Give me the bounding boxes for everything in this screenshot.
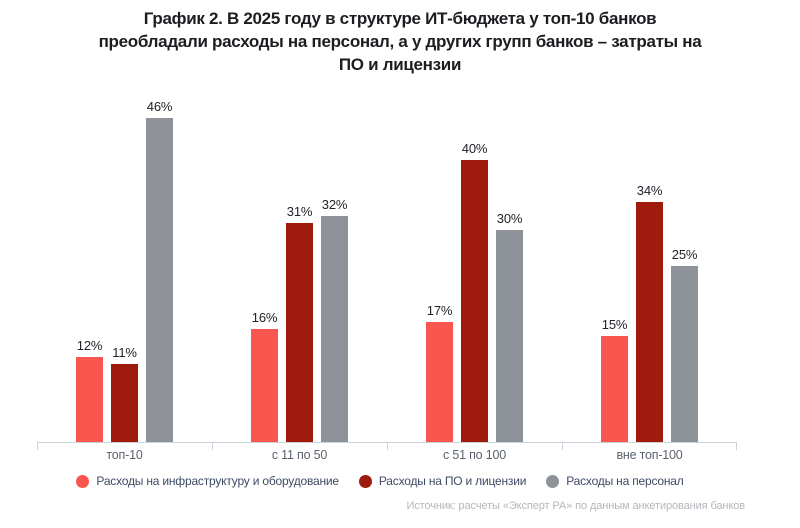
bar-value-label: 17% — [426, 303, 453, 318]
legend-dot-icon — [358, 474, 372, 488]
x-axis-label: с 11 по 50 — [271, 448, 328, 462]
chart-title-line-2: преобладали расходы на персонал, а у дру… — [98, 32, 702, 51]
legend-label: Расходы на ПО и лицензии — [378, 474, 527, 488]
bar-value-label: 46% — [146, 99, 173, 114]
bar — [496, 230, 523, 442]
bar — [636, 202, 663, 442]
x-axis-label: с 51 по 100 — [443, 448, 506, 462]
legend-label: Расходы на инфраструктуру и оборудование — [96, 474, 339, 488]
axis-tick — [562, 442, 563, 450]
bar — [251, 329, 278, 442]
axis-tick — [212, 442, 213, 450]
bar-value-label: 34% — [636, 183, 663, 198]
bar — [601, 336, 628, 442]
legend: Расходы на инфраструктуру и оборудование… — [0, 474, 760, 488]
bar — [111, 364, 138, 442]
axis-tick — [736, 442, 737, 450]
chart-title-line-1: График 2. В 2025 году в структуре ИТ-бюд… — [143, 9, 657, 28]
bar-value-label: 16% — [251, 310, 278, 325]
bar — [461, 160, 488, 442]
bar — [146, 118, 173, 442]
bar — [671, 266, 698, 442]
bar — [76, 357, 103, 442]
bar — [286, 223, 313, 442]
bar-value-label: 32% — [321, 197, 348, 212]
legend-item: Расходы на персонал — [546, 474, 684, 488]
legend-dot-icon — [546, 474, 560, 488]
chart-title-line-3: ПО и лицензии — [338, 55, 462, 74]
chart-title: График 2. В 2025 году в структуре ИТ-бюд… — [0, 7, 800, 76]
x-axis-label: вне топ-100 — [616, 448, 683, 462]
bar-value-label: 40% — [461, 141, 488, 156]
axis-tick — [37, 442, 38, 450]
bar-value-label: 15% — [601, 317, 628, 332]
bar-value-label: 30% — [496, 211, 523, 226]
legend-label: Расходы на персонал — [566, 474, 684, 488]
bar-value-label: 11% — [112, 345, 137, 360]
bar-value-label: 31% — [286, 204, 313, 219]
bar-value-label: 25% — [671, 247, 698, 262]
legend-dot-icon — [76, 474, 90, 488]
bar-chart: 12% 11% 46% 16% 31% 32% 17% 40% 30% 15% 34% 25% — [37, 95, 737, 450]
legend-item: Расходы на ПО и лицензии — [358, 474, 527, 488]
bar — [321, 216, 348, 442]
x-axis-label: топ-10 — [106, 448, 143, 462]
axis-tick — [387, 442, 388, 450]
source-note: Источник: расчеты «Эксперт РА» по данным… — [406, 500, 745, 512]
x-axis-labels: топ-10 с 11 по 50 с 51 по 100 вне топ-100 — [37, 448, 737, 462]
bar — [426, 322, 453, 442]
bar-value-label: 12% — [76, 338, 103, 353]
legend-item: Расходы на инфраструктуру и оборудование — [76, 474, 339, 488]
